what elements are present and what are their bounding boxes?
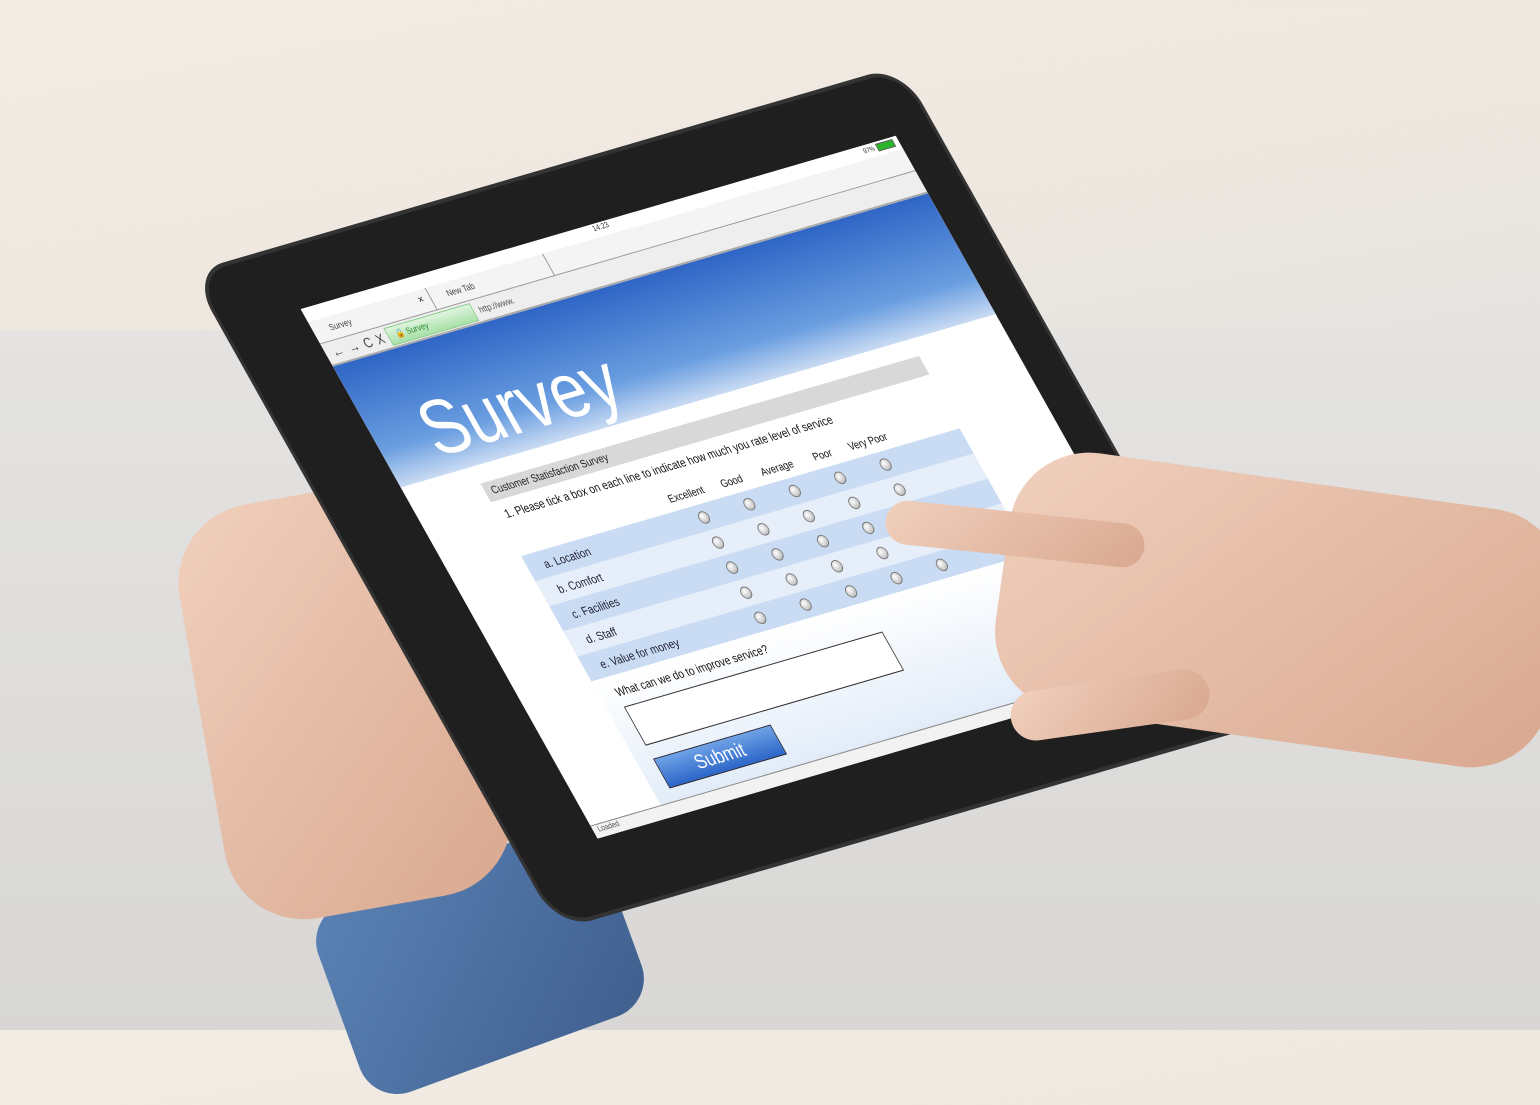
radio-button[interactable]: [831, 470, 849, 486]
radio-button[interactable]: [751, 610, 769, 626]
back-icon[interactable]: ←: [328, 342, 348, 361]
radio-button[interactable]: [754, 521, 772, 537]
tab-label: New Tab: [444, 280, 477, 299]
radio-button[interactable]: [845, 495, 863, 511]
radio-button[interactable]: [876, 457, 894, 473]
radio-button[interactable]: [873, 545, 891, 561]
radio-button[interactable]: [740, 496, 758, 512]
radio-button[interactable]: [695, 510, 713, 526]
radio-button[interactable]: [828, 558, 846, 574]
radio-button[interactable]: [887, 570, 905, 586]
secure-label: Survey: [403, 319, 431, 336]
radio-button[interactable]: [709, 535, 727, 551]
radio-button[interactable]: [859, 520, 877, 536]
close-tab-icon[interactable]: ×: [415, 293, 427, 307]
radio-button[interactable]: [814, 533, 832, 549]
url-input[interactable]: http://www.: [476, 295, 517, 315]
radio-button[interactable]: [782, 572, 800, 588]
radio-button[interactable]: [890, 482, 908, 498]
radio-button[interactable]: [768, 547, 786, 563]
battery-percent: 97%: [861, 145, 877, 155]
radio-button[interactable]: [785, 483, 803, 499]
radio-button[interactable]: [842, 583, 860, 599]
radio-button[interactable]: [737, 585, 755, 601]
battery-icon: [874, 139, 897, 152]
radio-button[interactable]: [796, 597, 814, 613]
reload-icon[interactable]: C: [359, 333, 376, 352]
radio-button[interactable]: [933, 557, 950, 573]
tab-label: Survey: [326, 316, 354, 333]
forward-icon[interactable]: →: [343, 337, 364, 356]
radio-button[interactable]: [723, 560, 741, 576]
radio-button[interactable]: [800, 508, 817, 524]
